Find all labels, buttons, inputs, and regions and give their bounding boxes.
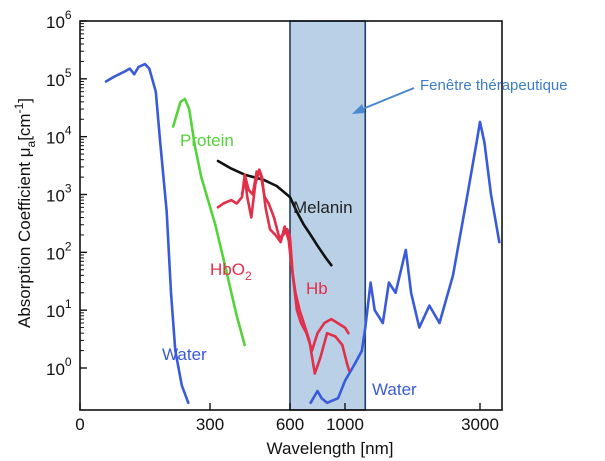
y-axis-ticks: 100 101 102 103 104 105 106 [46,8,87,379]
y-tick-label-0: 100 [46,355,72,379]
series-label-protein: Protein [180,131,234,150]
x-axis-ticks: 0 300 600 1000 3000 [75,403,499,434]
series-label-hbo2: HbO2 [210,260,252,283]
x-tick-label-0: 0 [75,415,84,434]
y-axis-label: Absorption Coefficient μa[cm-1] [12,98,38,328]
annotation-arrow-head [352,104,365,114]
series-label-water-left: Water [162,345,207,364]
series-line-0-1 [309,120,501,405]
series-line-0-0 [104,62,190,405]
x-axis-label: Wavelength [nm] [267,439,394,458]
x-tick-label-2: 600 [276,415,304,434]
series-label-water-right: Water [372,380,417,399]
therapeutic-window [289,20,367,411]
series-label-melanin: Melanin [293,198,353,217]
y-tick-label-2: 102 [46,239,72,263]
y-tick-label-5: 105 [46,66,72,90]
annotation-arrow-line [359,87,415,111]
y-tick-label-1: 101 [46,297,72,321]
y-tick-label-6: 106 [46,8,72,32]
series-label-hb: Hb [306,279,328,298]
annotation-label: Fenêtre thérapeutique [420,77,568,94]
series-layer [104,62,501,405]
x-tick-label-4: 3000 [461,415,499,434]
x-tick-label-3: 1000 [326,415,364,434]
x-tick-label-1: 300 [196,415,224,434]
series-line-1-0 [171,97,246,347]
y-tick-label-4: 104 [46,124,72,148]
series-line-3-1 [240,168,351,375]
plot-frame [79,20,503,411]
series-line-2-0 [216,159,333,267]
y-tick-label-3: 103 [46,182,72,206]
